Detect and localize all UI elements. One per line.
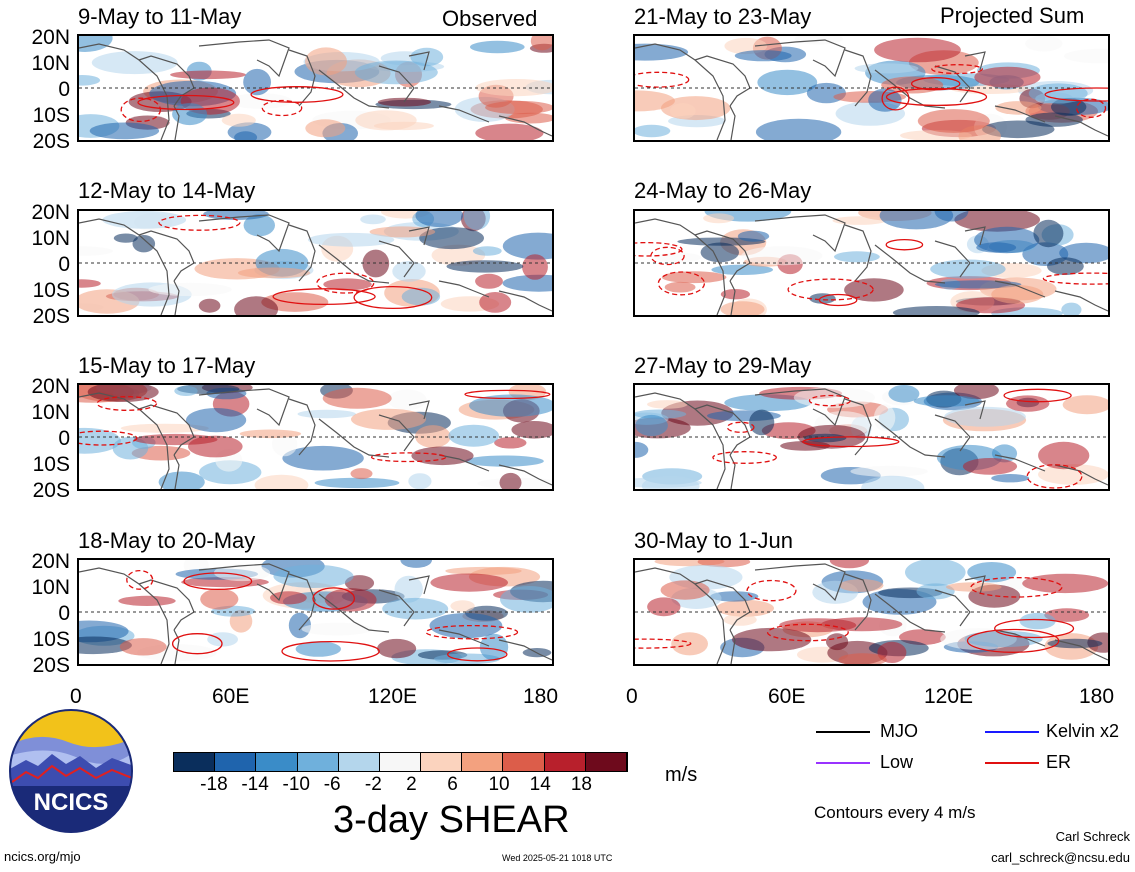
observed-label: Observed [442, 6, 538, 31]
y-label-row4-10s: 10S [32, 628, 70, 651]
colorbar-segment [297, 753, 339, 771]
map-panel-proj-4 [633, 558, 1110, 666]
colorbar-tick-label: 10 [488, 774, 510, 795]
y-label-row1-20n: 20N [31, 26, 70, 49]
x-label-left-180: 180 [523, 685, 559, 708]
y-label-row2-20s: 20S [32, 305, 70, 328]
panel-title-proj-2: 24-May to 26-May [634, 178, 812, 203]
colorbar-segment [544, 753, 586, 771]
y-label-row3-20n: 20N [31, 375, 70, 398]
colorbar-segment [585, 753, 627, 771]
y-label-row1-10n: 10N [31, 52, 70, 75]
map-panel-obs-3 [77, 383, 554, 491]
colorbar-segment [215, 753, 257, 771]
y-label-row1-0: 0 [58, 78, 70, 101]
legend-kelvin-label: Kelvin x2 [1046, 721, 1120, 741]
legend-kelvin-line [985, 731, 1039, 733]
map-panel-proj-2 [633, 209, 1110, 317]
projected-sum-label: Projected Sum [940, 3, 1085, 28]
legend-er-label: ER [1046, 752, 1072, 772]
y-label-row4-20n: 20N [31, 550, 70, 573]
panel-title-proj-4: 30-May to 1-Jun [634, 528, 793, 553]
colorbar-tick-label: -6 [323, 774, 341, 795]
y-label-row2-10n: 10N [31, 227, 70, 250]
y-label-row4-0: 0 [58, 602, 70, 625]
colorbar-segment [338, 753, 380, 771]
colorbar-segment [462, 753, 504, 771]
colorbar-tick-label: -18 [200, 774, 228, 795]
y-label-row2-20n: 20N [31, 201, 70, 224]
colorbar-tick-label: -2 [364, 774, 382, 795]
colorbar-segment [503, 753, 545, 771]
y-label-row4-20s: 20S [32, 654, 70, 677]
y-label-row3-10n: 10N [31, 401, 70, 424]
y-label-row2-10s: 10S [32, 279, 70, 302]
colorbar-segment [256, 753, 298, 771]
footer-site[interactable]: ncics.org/mjo [4, 849, 81, 864]
y-label-row1-10s: 10S [32, 104, 70, 127]
x-label-left-120e: 120E [368, 685, 418, 708]
colorbar-tick-label: 2 [406, 774, 417, 795]
panel-title-proj-1: 21-May to 23-May [634, 4, 812, 29]
map-panel-proj-1 [633, 34, 1110, 142]
colorbar-tick-label: 14 [529, 774, 551, 795]
map-panel-obs-2 [77, 209, 554, 317]
legend-low-line [816, 762, 870, 764]
y-label-row2-0: 0 [58, 253, 70, 276]
x-label-left-60e: 60E [212, 685, 250, 708]
colorbar-segment [379, 753, 422, 771]
colorbar-tick-label: 18 [570, 774, 592, 795]
x-label-right-120e: 120E [924, 685, 974, 708]
panel-title-proj-3: 27-May to 29-May [634, 353, 812, 378]
colorbar-segment [174, 753, 216, 771]
logo-text: NCICS [34, 789, 109, 816]
y-label-row4-10n: 10N [31, 576, 70, 599]
legend-mjo-label: MJO [880, 721, 918, 741]
legend-er-line [985, 762, 1039, 764]
contour-note: Contours every 4 m/s [814, 803, 976, 822]
x-label-right-0: 0 [626, 685, 638, 708]
panel-title-obs-4: 18-May to 20-May [78, 528, 256, 553]
x-label-right-60e: 60E [768, 685, 806, 708]
y-label-row3-0: 0 [58, 427, 70, 450]
footer-timestamp: Wed 2025-05-21 1018 UTC [502, 853, 613, 863]
colorbar [173, 752, 628, 772]
x-label-right-180: 180 [1079, 685, 1115, 708]
panel-title-obs-2: 12-May to 14-May [78, 178, 256, 203]
colorbar-tick-label: -10 [282, 774, 310, 795]
colorbar-title: 3-day SHEAR [333, 799, 570, 841]
y-label-row3-10s: 10S [32, 453, 70, 476]
legend-low-label: Low [880, 752, 914, 772]
footer-author: Carl Schreck [1055, 829, 1130, 844]
y-label-row1-20s: 20S [32, 130, 70, 153]
y-label-row3-20s: 20S [32, 479, 70, 502]
colorbar-segment [421, 753, 463, 771]
colorbar-units: m/s [665, 764, 698, 786]
legend-mjo-line [816, 731, 870, 733]
colorbar-tick-label: 6 [447, 774, 458, 795]
footer-email[interactable]: carl_schreck@ncsu.edu [991, 850, 1130, 865]
colorbar-tick-label: -14 [241, 774, 269, 795]
panel-title-obs-1: 9-May to 11-May [78, 4, 242, 29]
ncics-logo[interactable]: NCICS [8, 708, 134, 839]
panel-title-obs-3: 15-May to 17-May [78, 353, 256, 378]
map-panel-obs-1 [77, 34, 554, 142]
x-label-left-0: 0 [70, 685, 82, 708]
map-panel-proj-3 [633, 383, 1110, 491]
map-panel-obs-4 [77, 558, 554, 666]
